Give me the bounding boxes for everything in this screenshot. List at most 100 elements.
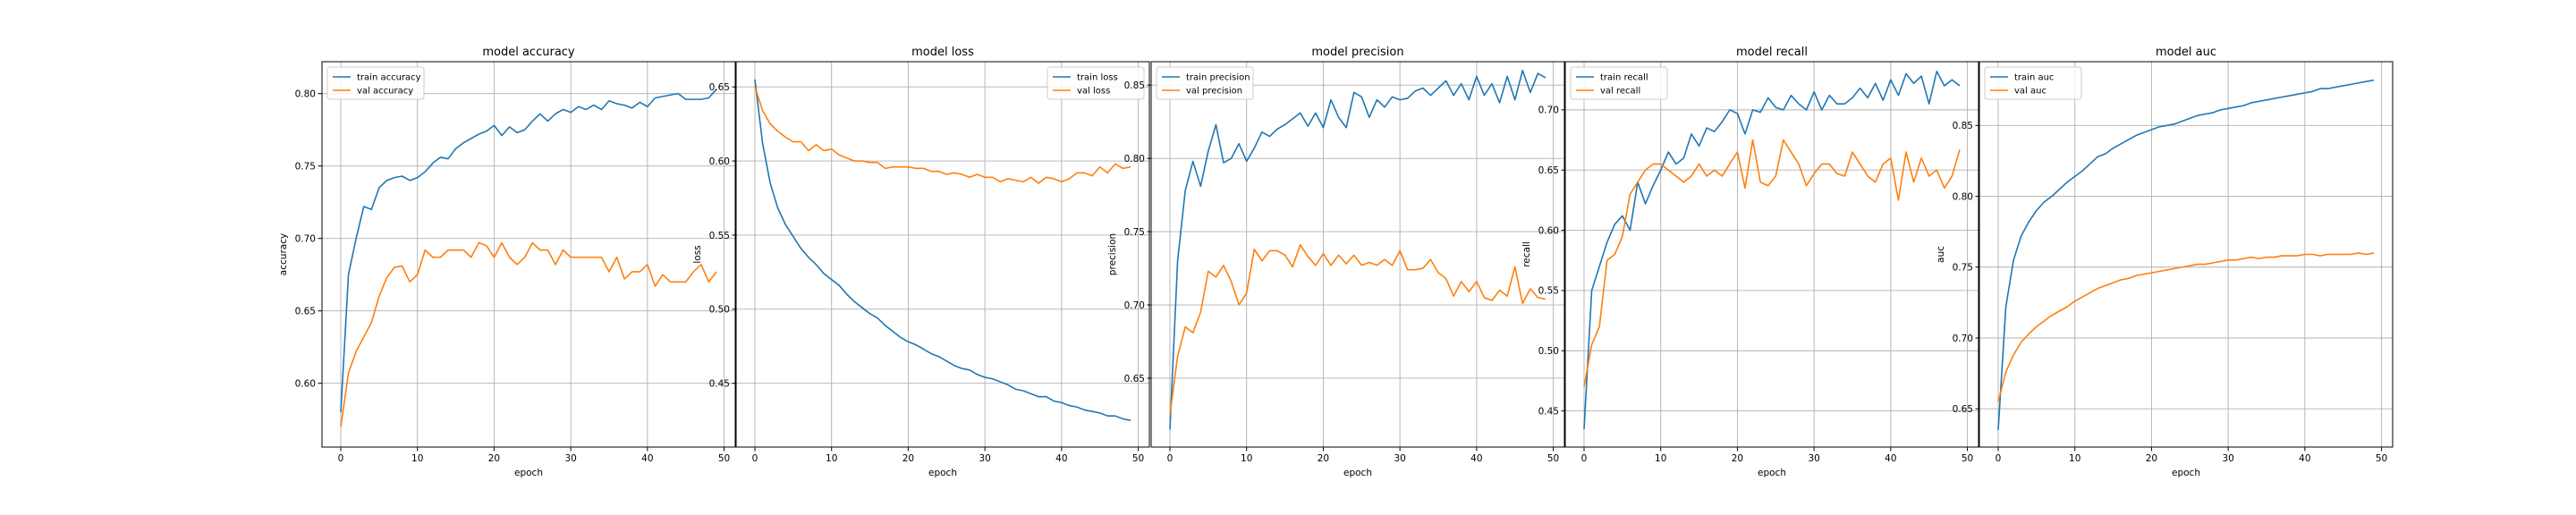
y-tick-label: 0.60 [1538, 225, 1559, 236]
x-tick-label: 30 [2222, 453, 2233, 464]
y-tick-label: 0.65 [1538, 165, 1559, 176]
x-tick-label: 40 [641, 453, 653, 464]
y-tick-label: 0.85 [1124, 80, 1145, 91]
x-tick-label: 30 [1394, 453, 1405, 464]
series-line-val-recall [1583, 139, 1961, 387]
y-tick-label: 0.70 [295, 233, 316, 244]
legend-box [1156, 66, 1254, 100]
x-tick-label: 20 [2146, 453, 2157, 464]
x-tick-label: 50 [718, 453, 730, 464]
y-tick-label: 0.60 [709, 156, 730, 167]
x-tick-label: 10 [1655, 453, 1666, 464]
y-axis-label: precision [1107, 233, 1118, 275]
x-tick-label: 50 [2376, 453, 2387, 464]
x-tick-label: 10 [2069, 453, 2080, 464]
y-axis-label: loss [692, 245, 703, 263]
chart-title: model precision [1311, 46, 1403, 59]
series-line-train-loss [754, 79, 1131, 421]
y-tick-label: 0.60 [295, 379, 316, 390]
x-tick-label: 10 [1241, 453, 1252, 464]
series-line-val-precision [1169, 244, 1546, 416]
x-tick-label: 50 [1132, 453, 1144, 464]
legend: train accuracy val accuracy [326, 66, 425, 100]
y-tick-label: 0.70 [1124, 300, 1145, 311]
chart-panel-1: 0 10 20 30 40 50 0.60 0.65 0.70 0.75 0.80 model acc… [278, 46, 736, 478]
x-tick-label: 20 [488, 453, 500, 464]
legend: train loss val loss [1046, 66, 1145, 100]
y-tick-label: 0.50 [1538, 346, 1559, 357]
y-axis-label: auc [1936, 246, 1946, 263]
x-tick-label: 20 [1732, 453, 1743, 464]
series-line-val-accuracy [340, 241, 717, 427]
chart-title: model auc [2156, 46, 2216, 59]
chart-title: model recall [1736, 46, 1808, 59]
y-tick-label: 0.75 [1124, 227, 1145, 238]
legend-box [1984, 66, 2082, 100]
x-tick-label: 20 [902, 453, 914, 464]
legend-box [1570, 66, 1668, 100]
x-tick-label: 50 [1962, 453, 1973, 464]
x-axis-label: epoch [928, 468, 957, 478]
x-tick-label: 40 [1055, 453, 1067, 464]
y-tick-label: 0.70 [1953, 333, 1973, 344]
series-line-train-recall [1583, 70, 1961, 429]
x-tick-label: 0 [1581, 453, 1588, 464]
legend-label: val loss [1077, 87, 1110, 97]
legend-label: train loss [1077, 73, 1118, 83]
legend-label: val auc [2014, 87, 2046, 97]
series-line-val-loss [754, 86, 1131, 184]
x-tick-label: 20 [1318, 453, 1329, 464]
x-tick-label: 0 [338, 453, 344, 464]
chart-title: model loss [911, 46, 974, 59]
x-tick-label: 40 [1885, 453, 1896, 464]
plot-frame [1150, 61, 1565, 448]
plot-frame [735, 61, 1150, 448]
x-tick-label: 10 [826, 453, 837, 464]
x-tick-label: 30 [1808, 453, 1819, 464]
legend-label: val precision [1186, 87, 1242, 97]
chart-panel-2: 0 10 20 30 40 50 0.45 0.50 0.55 0.60 0.65 model los… [692, 46, 1150, 478]
x-axis-label: epoch [1758, 468, 1786, 478]
y-tick-label: 0.75 [295, 161, 316, 172]
x-tick-label: 40 [2299, 453, 2310, 464]
x-tick-label: 30 [564, 453, 576, 464]
x-tick-label: 0 [752, 453, 758, 464]
y-tick-label: 0.80 [1953, 191, 1973, 202]
y-axis-label: recall [1521, 241, 1532, 267]
series-line-train-auc [1997, 79, 2375, 431]
legend-label: train auc [2014, 73, 2054, 83]
legend-label: train recall [1600, 73, 1648, 83]
plot-frame [321, 61, 736, 448]
x-axis-label: epoch [1343, 468, 1372, 478]
x-axis-label: epoch [2172, 468, 2200, 478]
legend-label: val accuracy [357, 87, 413, 97]
legend: train precision val precision [1156, 66, 1254, 100]
x-tick-label: 40 [1470, 453, 1482, 464]
series-line-train-precision [1169, 70, 1546, 430]
chart-panel-3: 0 10 20 30 40 50 0.65 0.70 0.75 0.80 0.85 model pre… [1107, 46, 1565, 478]
x-tick-label: 30 [979, 453, 990, 464]
series-line-train-accuracy [340, 89, 717, 413]
y-tick-label: 0.85 [1953, 121, 1973, 131]
y-tick-label: 0.55 [709, 231, 730, 241]
x-tick-label: 10 [411, 453, 423, 464]
legend-box [1046, 66, 1145, 100]
legend-label: train accuracy [357, 73, 421, 83]
chart-panel-4: 0 10 20 30 40 50 0.45 0.50 0.55 0.60 0.65 0.70 model… [1521, 46, 1979, 478]
x-tick-label: 50 [1547, 453, 1559, 464]
y-tick-label: 0.50 [709, 305, 730, 316]
chart-title: model accuracy [482, 46, 575, 59]
y-tick-label: 0.55 [1538, 286, 1559, 297]
y-tick-label: 0.80 [1124, 154, 1145, 165]
y-tick-label: 0.75 [1953, 263, 1973, 274]
y-tick-label: 0.65 [1124, 374, 1145, 384]
x-tick-label: 0 [1167, 453, 1174, 464]
x-tick-label: 0 [1996, 453, 2002, 464]
y-tick-label: 0.80 [295, 89, 316, 99]
legend-box [326, 66, 425, 100]
plot-frame [1564, 61, 1979, 448]
legend: train auc val auc [1984, 66, 2082, 100]
y-tick-label: 0.70 [1538, 106, 1559, 116]
